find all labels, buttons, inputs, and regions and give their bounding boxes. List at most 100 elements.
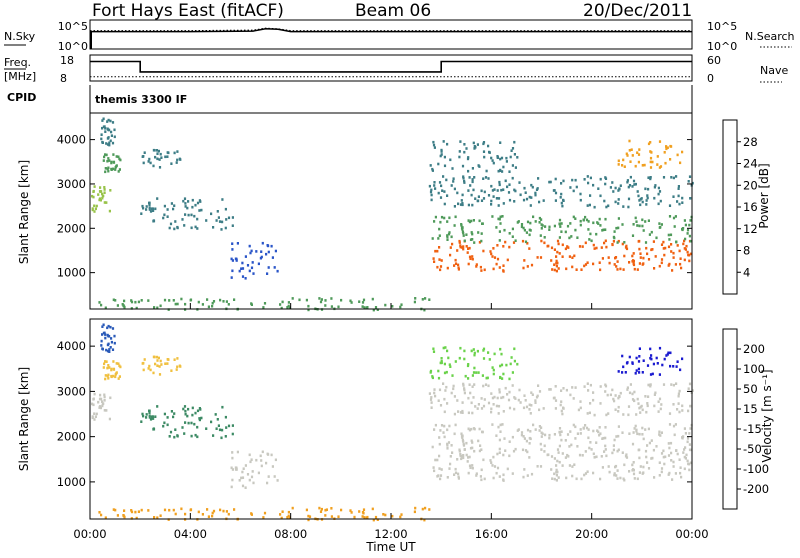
cell-9-6 [645,199,648,202]
cell-3-25 [142,161,145,165]
cell-0-5 [95,204,98,208]
cell-5-21 [271,256,274,259]
cell-4-53 [198,407,201,410]
cell-8-18 [526,220,530,224]
range-tick-label-2: 3000 [57,384,86,398]
cell-5-40 [231,242,234,245]
cell-11-33 [621,164,624,167]
cell-6-94 [307,308,310,312]
cell-8-83 [641,224,644,228]
cell-10-8 [513,359,516,363]
cell-9-98 [438,181,442,184]
cell-9-13 [554,407,557,410]
cell-6-97 [189,508,192,512]
cell-3-3 [170,369,173,372]
cell-4-64 [148,409,151,413]
cell-5-29 [230,276,233,279]
cell-6-100 [189,298,192,302]
cell-2-5 [102,323,105,327]
cell-11-34 [672,365,675,368]
cell-7-135 [526,474,529,477]
cell-8-81 [548,225,551,229]
cell-9-193 [498,180,501,184]
cell-9-176 [688,175,692,178]
cell-10-37 [499,376,502,380]
cell-8-150 [647,427,650,431]
cell-9-38 [691,181,694,185]
cell-10-40 [451,167,454,170]
cell-7-44 [457,266,460,270]
cell-9-191 [639,203,642,207]
cell-6-18 [207,515,210,518]
cell-2-24 [106,349,110,353]
cell-10-41 [472,348,475,351]
cell-7-75 [491,255,494,258]
cell-7-132 [632,259,635,263]
power-scale-label: Power [dB] [757,163,771,228]
cell-6-76 [130,299,133,302]
cell-0-15 [103,191,106,194]
cell-9-196 [571,178,574,182]
cell-7-22 [456,249,459,252]
cell-9-159 [681,409,684,412]
cell-7-54 [623,463,626,467]
cell-7-90 [619,267,622,271]
cell-9-202 [678,389,681,393]
cell-0-26 [92,189,95,193]
cell-9-180 [659,199,662,203]
cell-7-195 [672,465,675,468]
cell-8-89 [503,437,506,440]
cell-10-66 [449,158,452,162]
cell-8-11 [508,440,511,443]
cell-9-50 [627,413,630,417]
cell-7-142 [502,453,505,457]
cell-5-13 [250,475,254,479]
cell-7-183 [638,239,641,243]
cell-8-109 [587,428,590,431]
cell-9-17 [658,397,662,401]
cell-7-24 [492,455,495,459]
cell-8-144 [548,228,551,231]
range-tick-label-1: 2000 [57,221,86,235]
cell-5-9 [249,251,252,255]
cell-6-66 [318,506,321,510]
cell-9-162 [430,188,433,192]
cell-8-84 [667,442,670,445]
cell-10-35 [443,155,446,159]
cell-8-64 [673,225,676,228]
cell-7-61 [490,461,493,464]
cell-3-5 [175,368,178,371]
cell-9-157 [487,194,491,197]
time-axis: 00:00 04:00 08:00 12:00 16:00 20:00 00:00 [73,527,708,541]
cell-1-5 [115,155,118,158]
cell-6-98 [137,510,140,513]
cell-8-135 [650,230,653,234]
cell-7-156 [568,255,571,258]
cell-8-54 [688,432,691,435]
cell-8-86 [525,231,528,234]
cell-9-134 [644,187,647,191]
cell-3-17 [164,155,167,159]
cell-9-5 [437,399,440,402]
cell-7-101 [522,266,525,270]
cell-3-24 [153,149,156,152]
cell-7-25 [504,240,507,244]
cell-7-55 [680,475,683,479]
cell-6-63 [130,307,133,310]
cell-7-193 [592,471,595,475]
cell-9-4 [470,401,473,405]
cell-6-69 [318,297,321,300]
cell-9-41 [500,188,503,192]
cell-8-10 [495,434,498,437]
cell-6-36 [324,299,327,302]
cell-2-11 [105,142,108,145]
cell-6-34 [184,302,187,306]
cell-9-156 [626,179,629,182]
cell-8-153 [538,425,541,428]
cell-5-35 [236,242,239,245]
cell-7-194 [440,259,443,262]
cell-7-185 [523,468,526,471]
cell-7-66 [490,252,493,256]
cell-4-32 [145,208,148,211]
cell-9-77 [471,178,474,181]
